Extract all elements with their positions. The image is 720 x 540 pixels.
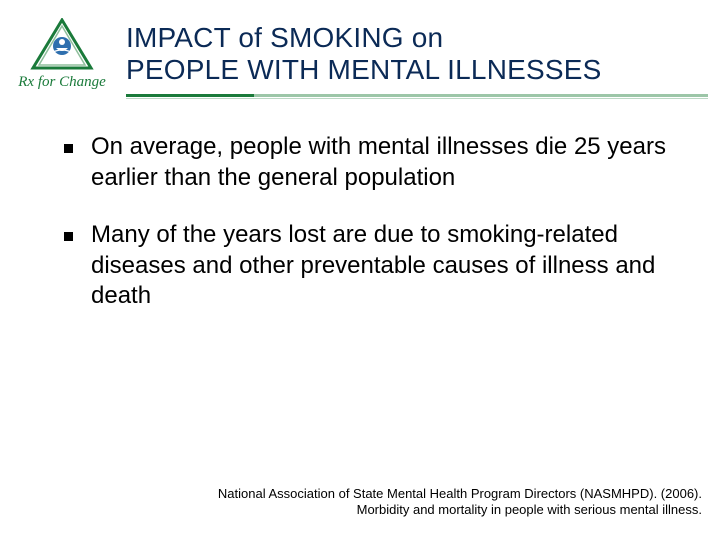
bullet-list: On average, people with mental illnesses… — [64, 132, 672, 312]
title-block: IMPACT of SMOKING on PEOPLE WITH MENTAL … — [126, 18, 708, 98]
logo-script-text: Rx for Change — [18, 74, 106, 91]
triangle-wellness-icon — [29, 18, 95, 72]
rx-for-change-logo: Rx for Change — [14, 18, 110, 96]
bullet-text: On average, people with mental illnesses… — [91, 132, 672, 193]
title-line-2: PEOPLE WITH MENTAL ILLNESSES — [126, 54, 602, 85]
title-underline — [126, 94, 708, 98]
citation-line-2: Morbidity and mortality in people with s… — [357, 502, 702, 517]
slide-header: Rx for Change IMPACT of SMOKING on PEOPL… — [0, 0, 720, 98]
slide-title: IMPACT of SMOKING on PEOPLE WITH MENTAL … — [126, 22, 708, 86]
title-line-1: IMPACT of SMOKING on — [126, 22, 443, 53]
square-bullet-icon — [64, 144, 73, 153]
citation-line-1: National Association of State Mental Hea… — [218, 486, 702, 501]
slide-body: On average, people with mental illnesses… — [0, 98, 720, 312]
square-bullet-icon — [64, 232, 73, 241]
list-item: Many of the years lost are due to smokin… — [64, 220, 672, 312]
list-item: On average, people with mental illnesses… — [64, 132, 672, 193]
citation: National Association of State Mental Hea… — [140, 486, 702, 519]
bullet-text: Many of the years lost are due to smokin… — [91, 220, 672, 312]
